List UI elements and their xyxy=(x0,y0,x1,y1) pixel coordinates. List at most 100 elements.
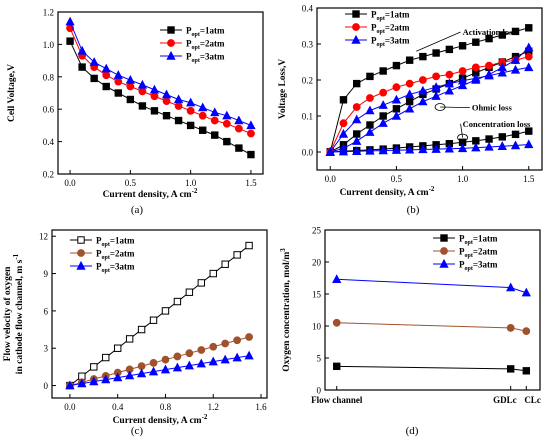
data-point xyxy=(525,24,533,32)
data-point xyxy=(444,143,454,153)
data-point xyxy=(66,37,74,45)
y-tick-label: 3 xyxy=(44,344,49,354)
data-point xyxy=(352,114,362,124)
series-2 xyxy=(65,350,254,390)
data-point xyxy=(431,144,441,153)
data-point xyxy=(138,102,147,110)
legend-marker xyxy=(440,234,448,242)
y-axis-label: Flow velocity of oxygen xyxy=(3,266,13,361)
legend-marker xyxy=(352,10,360,18)
data-point xyxy=(209,342,218,351)
data-point xyxy=(365,127,375,136)
series-line xyxy=(330,47,530,153)
series-line xyxy=(329,56,529,153)
data-point xyxy=(186,97,196,107)
legend-marker xyxy=(167,39,175,47)
legend-label: Popt=1atm xyxy=(459,234,498,247)
y-tick-label: 15 xyxy=(312,290,322,300)
data-point xyxy=(90,363,98,371)
series-1 xyxy=(332,318,531,336)
x-tick-label: 1.5 xyxy=(245,178,257,188)
series-line xyxy=(69,355,250,387)
data-point xyxy=(247,150,255,159)
series-line xyxy=(69,27,252,134)
x-tick-label: CLc xyxy=(524,395,541,405)
series-line xyxy=(336,278,527,294)
data-point xyxy=(220,354,230,364)
data-point xyxy=(149,316,158,324)
series-1 xyxy=(66,333,253,390)
data-point xyxy=(378,118,388,127)
series-2 xyxy=(332,274,531,297)
data-point xyxy=(484,69,494,79)
chart-panel-b: 0.0 0.1 0.2 0.3 0.4 0.0 0.5 1.0 1.5 Current densi… xyxy=(278,4,543,216)
legend-marker xyxy=(77,249,85,257)
data-point xyxy=(173,352,182,361)
data-point xyxy=(445,45,454,54)
data-point xyxy=(405,56,414,64)
data-point xyxy=(186,106,195,115)
data-point xyxy=(126,82,135,91)
legend-label: Popt=2atm xyxy=(459,247,498,260)
data-point xyxy=(333,362,341,371)
annotation-ellipse xyxy=(434,103,446,111)
y-tick-label: 1.2 xyxy=(43,8,54,18)
data-point xyxy=(418,76,427,84)
series-line xyxy=(336,365,527,372)
panel-caption: (c) xyxy=(131,425,144,437)
data-point xyxy=(235,144,243,152)
data-point xyxy=(458,67,467,75)
data-point xyxy=(77,378,87,388)
data-point xyxy=(77,45,87,55)
data-point xyxy=(208,356,218,366)
data-point xyxy=(391,110,402,120)
data-point xyxy=(102,82,110,91)
plot-frame xyxy=(316,7,543,171)
series-line xyxy=(329,27,529,153)
annotation-text: Concentration loss xyxy=(463,119,531,129)
y-tick-label: 0.6 xyxy=(43,105,55,115)
y-axis-label: Oxygen concentration, mol/m3 xyxy=(279,248,292,372)
x-tick-label: 1.2 xyxy=(208,402,219,412)
x-tick-label: 0.5 xyxy=(125,178,137,188)
legend-label: Popt=3atm xyxy=(96,262,135,275)
data-point xyxy=(223,137,231,146)
series-line xyxy=(69,245,250,386)
series-6 xyxy=(325,139,534,156)
series-2 xyxy=(65,16,256,130)
x-tick-label: Flow channel xyxy=(311,395,363,405)
x-axis-label: Current density, A cm-2 xyxy=(113,413,208,426)
y-tick-label: 0 xyxy=(44,381,49,391)
data-point xyxy=(511,27,520,36)
data-point xyxy=(161,355,170,364)
data-point xyxy=(125,370,135,380)
series-0 xyxy=(66,37,255,159)
data-point xyxy=(339,96,348,104)
legend-marker xyxy=(352,23,360,31)
y-tick-label: 9 xyxy=(44,269,49,279)
data-point xyxy=(391,145,402,154)
data-point xyxy=(524,139,534,149)
x-tick-label: 1.5 xyxy=(523,174,535,184)
data-point xyxy=(185,288,194,296)
data-point xyxy=(471,63,480,72)
data-point xyxy=(325,146,335,156)
data-point xyxy=(113,344,122,352)
data-point xyxy=(211,131,219,139)
data-point xyxy=(378,100,388,109)
annotation-ellipse xyxy=(457,133,468,142)
data-point xyxy=(352,146,362,155)
series-0 xyxy=(326,24,533,156)
data-point xyxy=(511,130,520,139)
data-point xyxy=(497,67,507,77)
data-point xyxy=(161,89,172,99)
data-point xyxy=(378,145,388,155)
data-point xyxy=(173,297,182,306)
data-point xyxy=(148,366,159,376)
legend-label: Popt=3atm xyxy=(371,36,410,49)
data-point xyxy=(210,116,219,125)
x-tick-label: 0.4 xyxy=(112,402,124,412)
chart-panel-a: 0.2 0.4 0.6 0.8 1.0 1.2 0.0 0.5 1.0 1.5 Current de… xyxy=(7,8,264,216)
x-tick-label: 0.5 xyxy=(391,174,403,184)
data-point xyxy=(198,111,207,120)
